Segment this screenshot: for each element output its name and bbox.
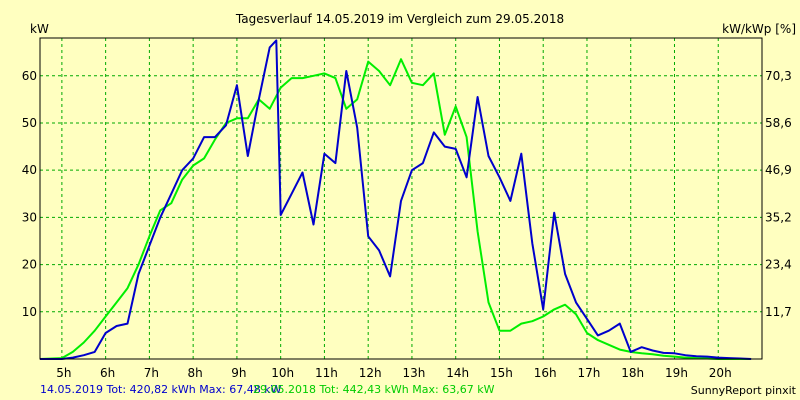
y-tick-label: 30 [22, 210, 37, 224]
y-right-tick-label: 58,6 [765, 116, 792, 130]
footer-series1: 14.05.2019 Tot: 420,82 kWh Max: 67,48 kW [40, 383, 282, 396]
y-right-tick-label: 46,9 [765, 163, 792, 177]
x-tick-label: 12h [359, 366, 382, 380]
y-tick-label: 10 [22, 305, 37, 319]
x-tick-label: 9h [231, 366, 246, 380]
series-line-1 [40, 39, 752, 360]
x-tick-label: 10h [271, 366, 294, 380]
x-tick-label: 16h [534, 366, 557, 380]
y-right-tick-label: 23,4 [765, 258, 792, 272]
x-tick-label: 8h [188, 366, 203, 380]
y-tick-label: 60 [22, 69, 37, 83]
footer-credit: SunnyReport pinxit [691, 384, 797, 397]
y-tick-label: 50 [22, 116, 37, 130]
y-right-tick-labels: 11,7 23,4 35,2 46,9 58,6 70,3 [765, 69, 792, 319]
footer-series2: 29.05.2018 Tot: 442,43 kWh Max: 63,67 kW [253, 383, 495, 396]
x-tick-label: 18h [621, 366, 644, 380]
series-line-2 [39, 58, 752, 360]
x-tick-label: 19h [665, 366, 688, 380]
x-tick-label: 20h [709, 366, 732, 380]
plot-frame [39, 37, 763, 360]
y-axis-left-label: kW [30, 22, 49, 36]
y-axis-right-label: kW/kWp [%] [722, 22, 796, 36]
y-tick-labels: 10 20 30 40 50 60 [22, 69, 37, 319]
y-right-tick-label: 35,2 [765, 210, 792, 224]
x-tick-label: 7h [144, 366, 159, 380]
x-tick-label: 15h [490, 366, 513, 380]
chart-title: Tagesverlauf 14.05.2019 im Vergleich zum… [235, 12, 564, 26]
x-tick-labels: 5h 6h 7h 8h 9h 10h 11h 12h 13h 14h 15h 16h 17h 18h 19h… [56, 366, 731, 380]
y-tick-label: 40 [22, 163, 37, 177]
y-right-tick-label: 70,3 [765, 69, 792, 83]
x-tick-label: 17h [578, 366, 601, 380]
x-tick-label: 6h [100, 366, 115, 380]
x-tick-label: 11h [315, 366, 338, 380]
y-right-tick-label: 11,7 [765, 305, 792, 319]
series-lines [39, 39, 752, 360]
y-tick-label: 20 [22, 258, 37, 272]
x-tick-label: 13h [403, 366, 426, 380]
x-tick-label: 14h [446, 366, 469, 380]
x-tick-label: 5h [56, 366, 71, 380]
